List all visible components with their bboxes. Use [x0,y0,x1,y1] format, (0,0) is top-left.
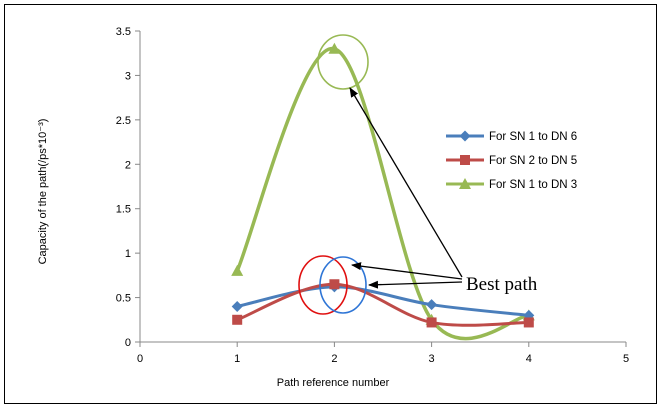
legend-swatch-marker [459,178,471,189]
highlight-circle-red [298,255,348,315]
data-point [328,42,341,54]
y-tick-label: 2 [125,159,131,171]
y-tick-label: 0.5 [116,293,131,305]
x-axis-title: Path reference number [277,377,390,389]
data-point [231,264,244,276]
legend-item: For SN 2 to DN 5 [446,155,577,167]
arrow-to-red [351,262,463,280]
legend-label: For SN 2 to DN 5 [489,155,577,167]
chart-frame [4,4,657,404]
x-tick-label: 5 [623,353,629,365]
data-point [329,279,340,290]
y-tick-label: 1 [125,248,131,260]
best-path-label: Best path [466,274,538,295]
series-line [236,282,529,327]
data-point [231,300,243,312]
y-tick-label: 1.5 [116,204,131,216]
data-point [523,317,534,328]
y-tick-label: 2.5 [116,115,131,127]
legend-swatch-marker [460,155,470,165]
y-tick-label: 0 [125,337,131,349]
legend-item: For SN 1 to DN 6 [446,130,577,143]
data-point [426,299,438,311]
legend-swatch-marker [459,130,471,142]
axes: 0 0.5 1 1.5 2 2.5 3 3.5 0 1 2 3 4 5 Path reference num… [37,26,629,389]
x-tick-label: 1 [234,353,240,365]
x-tick-label: 0 [137,353,143,365]
legend-label: For SN 1 to DN 6 [489,131,577,143]
legend-item: For SN 1 to DN 3 [446,178,577,191]
y-tick-label: 3 [125,70,131,82]
legend-label: For SN 1 to DN 3 [489,179,577,191]
data-point [426,317,437,328]
highlight-circle-green [317,34,369,90]
x-tick-label: 4 [526,353,532,365]
series-line [236,285,529,317]
arrow-to-blue [368,280,463,289]
x-tick-label: 2 [331,353,337,365]
legend: For SN 1 to DN 6 For SN 2 to DN 5 For SN 1… [446,130,577,191]
series-layer [231,42,535,341]
y-axis-title: Capacity of the path(/ps*10⁻³) [37,119,49,265]
highlight-circle-blue [319,256,367,314]
annotation-layer: Best path [298,34,538,315]
data-point [232,314,243,325]
x-tick-label: 3 [429,353,435,365]
arrow-to-green [349,87,463,278]
y-tick-label: 3.5 [116,26,131,38]
series-2 [232,279,534,328]
